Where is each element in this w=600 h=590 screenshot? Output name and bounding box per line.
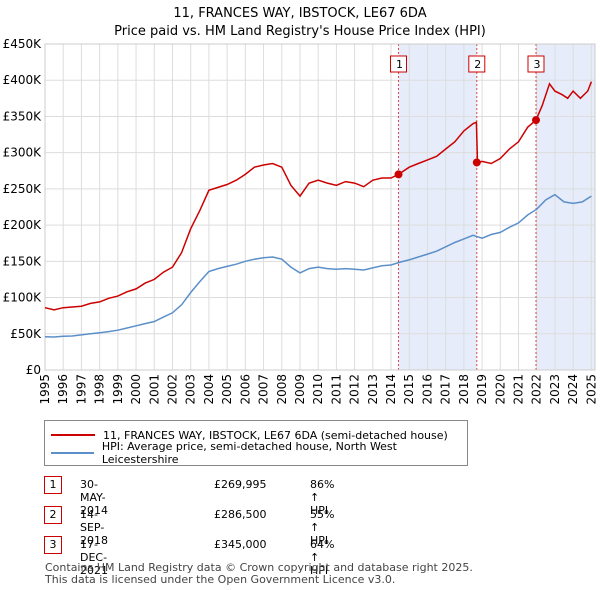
x-tick-label: 2008 bbox=[275, 374, 289, 405]
legend-swatch-property bbox=[51, 434, 95, 436]
sale-price: £345,000 bbox=[214, 538, 267, 551]
sale-hpi-change: 64% ↑ HPI bbox=[310, 538, 335, 577]
x-tick-label: 2012 bbox=[348, 374, 362, 405]
y-tick-label: £400K bbox=[3, 73, 43, 87]
sale-date: 14-SEP-2018 bbox=[80, 508, 108, 547]
sale-point bbox=[531, 116, 540, 125]
y-tick-label: £300K bbox=[3, 146, 43, 160]
x-tick-label: 2016 bbox=[420, 374, 434, 405]
price-chart: 1 2 3 £0 £50K £100K £150K £200K £250K £300K £350K £… bbox=[3, 37, 599, 405]
x-tick-label: 1996 bbox=[56, 374, 70, 405]
sale-marker-label: 3 bbox=[533, 58, 540, 71]
x-tick-label: 2013 bbox=[366, 374, 380, 405]
sale-marker-box bbox=[527, 55, 545, 73]
sale-marker-label: 2 bbox=[474, 58, 481, 71]
series-line-property bbox=[44, 81, 593, 311]
x-tick-label: 2007 bbox=[257, 374, 271, 405]
footer-line-2: This data is licensed under the Open Gov… bbox=[45, 573, 396, 586]
x-tick-label: 2011 bbox=[329, 374, 343, 405]
plot-frame bbox=[44, 43, 596, 371]
y-tick-label: £450K bbox=[3, 37, 43, 51]
x-tick-label: 2010 bbox=[311, 374, 325, 405]
x-tick-label: 1997 bbox=[74, 374, 88, 405]
y-tick-label: £200K bbox=[3, 218, 43, 232]
sale-price: £286,500 bbox=[214, 508, 267, 521]
shaded-range bbox=[535, 44, 595, 370]
chart-title: 11, FRANCES WAY, IBSTOCK, LE67 6DA bbox=[173, 6, 427, 21]
sale-number-badge: 2 bbox=[44, 506, 62, 524]
x-tick-label: 2004 bbox=[202, 374, 216, 405]
x-tick-label: 2006 bbox=[238, 374, 252, 405]
sale-price: £269,995 bbox=[214, 478, 267, 491]
legend-item-property: 11, FRANCES WAY, IBSTOCK, LE67 6DA (semi… bbox=[51, 427, 448, 443]
sale-number-badge: 3 bbox=[44, 536, 62, 554]
y-tick-label: £100K bbox=[3, 291, 43, 305]
sale-hpi-change: 55% ↑ HPI bbox=[310, 508, 335, 547]
x-tick-label: 2022 bbox=[530, 374, 544, 405]
plot-area bbox=[45, 44, 595, 370]
footer-line-1: Contains HM Land Registry data © Crown c… bbox=[45, 561, 473, 574]
sale-number-badge: 1 bbox=[44, 476, 62, 494]
series-line-hpi bbox=[44, 193, 592, 338]
x-tick-label: 2018 bbox=[457, 374, 471, 405]
x-tick-label: 2025 bbox=[584, 374, 598, 405]
y-tick-label: £150K bbox=[3, 254, 43, 268]
legend-item-hpi: HPI: Average price, semi-detached house,… bbox=[51, 440, 467, 466]
x-tick-label: 2023 bbox=[548, 374, 562, 405]
y-tick-label: £50K bbox=[10, 327, 42, 341]
x-tick-label: 2003 bbox=[184, 374, 198, 405]
x-tick-label: 1998 bbox=[93, 374, 107, 405]
y-tick-label: £350K bbox=[3, 109, 43, 123]
chart-legend: 11, FRANCES WAY, IBSTOCK, LE67 6DA (semi… bbox=[44, 420, 468, 466]
shaded-range bbox=[398, 44, 477, 370]
y-tick-label: £0 bbox=[26, 363, 41, 377]
sale-hpi-change: 86% ↑ HPI bbox=[310, 478, 335, 517]
sale-point bbox=[394, 170, 403, 179]
x-tick-label: 2014 bbox=[384, 374, 398, 405]
x-tick-label: 2021 bbox=[512, 374, 526, 405]
x-tick-label: 1999 bbox=[111, 374, 125, 405]
x-tick-label: 2000 bbox=[129, 374, 143, 405]
sale-point bbox=[472, 158, 481, 167]
x-tick-label: 2024 bbox=[566, 374, 580, 405]
x-tick-label: 2015 bbox=[402, 374, 416, 405]
x-tick-label: 2009 bbox=[293, 374, 307, 405]
x-tick-label: 2019 bbox=[475, 374, 489, 405]
legend-label-hpi: HPI: Average price, semi-detached house,… bbox=[101, 440, 397, 466]
sale-date: 30-MAY-2014 bbox=[80, 478, 108, 517]
chart-subtitle: Price paid vs. HM Land Registry's House … bbox=[114, 24, 486, 39]
sale-marker-box bbox=[389, 55, 407, 73]
x-tick-label: 2020 bbox=[493, 374, 507, 405]
footer-attribution: Contains HM Land Registry data © Crown c… bbox=[45, 562, 473, 586]
legend-label-property: 11, FRANCES WAY, IBSTOCK, LE67 6DA (semi… bbox=[103, 428, 448, 442]
x-tick-label: 2005 bbox=[220, 374, 234, 405]
x-tick-label: 1995 bbox=[38, 374, 52, 405]
sale-date: 17-DEC-2021 bbox=[80, 538, 108, 577]
sale-marker-label: 1 bbox=[396, 58, 403, 71]
x-tick-label: 2002 bbox=[165, 374, 179, 405]
sale-marker-box bbox=[468, 55, 486, 73]
y-tick-label: £250K bbox=[3, 182, 43, 196]
x-tick-label: 2001 bbox=[147, 374, 161, 405]
x-tick-label: 2017 bbox=[439, 374, 453, 405]
legend-swatch-hpi bbox=[51, 452, 94, 454]
